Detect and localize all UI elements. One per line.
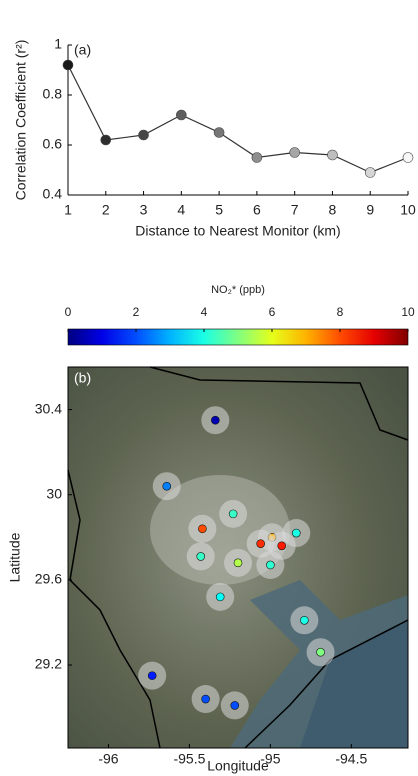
panel-label: (a): [74, 42, 91, 58]
monitor-point: [228, 509, 238, 519]
y-tick-label: 30.4: [35, 400, 62, 416]
y-tick-label: 0.4: [43, 186, 63, 202]
marker: [327, 149, 338, 161]
x-tick-label: 6: [253, 202, 261, 218]
x-tick-label: 5: [215, 202, 223, 218]
monitor-point: [196, 552, 206, 561]
monitor-point: [211, 415, 220, 425]
marker: [289, 147, 300, 158]
x-tick-label: -95.5: [173, 751, 205, 767]
colorbar-tick-label: 2: [133, 305, 140, 319]
colorbar-tick-label: 4: [201, 305, 208, 319]
monitor-point: [291, 528, 301, 538]
x-tick-label: 4: [177, 202, 185, 218]
panel-label: (b): [74, 370, 91, 386]
x-tick-label: 3: [140, 202, 148, 218]
x-tick-label: 7: [291, 202, 299, 218]
monitor-point: [277, 541, 287, 551]
map-frame: [67, 366, 409, 749]
x-tick-label: 8: [329, 202, 337, 218]
y-axis-label: Latitude: [7, 532, 23, 582]
colorbar-tick-label: 8: [337, 305, 344, 319]
x-axis-label: Distance to Nearest Monitor (km): [135, 223, 340, 239]
monitor-point: [256, 539, 265, 548]
colorbar-tick-label: 0: [65, 305, 72, 319]
monitor-point: [316, 647, 325, 657]
map-background: [67, 366, 409, 749]
y-axis-label: Correlation Coefficient (r²): [13, 40, 29, 201]
marker: [100, 134, 112, 146]
monitor-point: [201, 694, 210, 704]
y-tick-label: 30: [46, 485, 62, 501]
x-tick-label: 2: [102, 202, 110, 218]
marker: [364, 167, 376, 178]
colorbar: [67, 328, 409, 346]
y-tick-label: 1: [54, 36, 62, 52]
colorbar-tick-label: 6: [269, 305, 276, 319]
colorbar-label: NO₂* (ppb): [211, 284, 265, 296]
x-tick-label: -94.5: [335, 751, 367, 767]
y-tick-label: 29.2: [35, 656, 62, 672]
x-tick-label: -95: [260, 751, 280, 767]
monitor-point: [162, 481, 172, 491]
y-tick-label: 0.6: [43, 136, 63, 152]
marker: [251, 152, 263, 163]
x-tick-label: 10: [400, 202, 416, 218]
x-tick-label: 9: [366, 202, 374, 218]
x-tick-label: 1: [64, 202, 72, 218]
x-axis-label: Longitude: [207, 758, 269, 774]
monitor-point: [230, 701, 240, 710]
monitor-point: [300, 615, 309, 625]
marker: [213, 127, 225, 138]
line: [67, 64, 409, 174]
marker: [138, 129, 149, 141]
monitor-point: [198, 524, 207, 534]
marker: [176, 109, 187, 121]
marker: [62, 59, 74, 71]
marker: [402, 152, 414, 163]
monitor-point: [147, 671, 157, 680]
y-tick-label: 29.6: [35, 571, 62, 587]
monitor-point: [233, 558, 243, 568]
colorbar-tick-label: 10: [401, 305, 415, 319]
x-tick-label: -96: [98, 751, 118, 767]
monitor-point: [266, 560, 275, 570]
y-tick-label: 0.8: [43, 86, 63, 102]
monitor-point: [215, 592, 225, 602]
